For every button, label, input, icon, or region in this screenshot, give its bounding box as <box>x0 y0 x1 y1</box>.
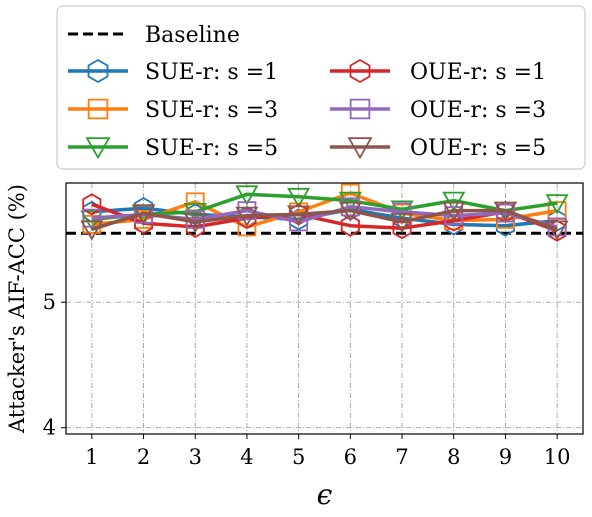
data-point <box>444 206 464 226</box>
legend-label: OUE-r: s =5 <box>410 136 546 161</box>
x-tick-label: 3 <box>189 445 202 469</box>
legend-marker <box>87 58 109 84</box>
legend-box <box>56 5 586 170</box>
x-tick-label: 4 <box>240 445 253 469</box>
data-point <box>80 220 104 241</box>
data-point <box>80 210 104 231</box>
legend-marker <box>349 58 371 84</box>
x-tick-label: 6 <box>344 445 357 469</box>
x-tick-label: 2 <box>137 445 150 469</box>
legend-marker <box>87 98 109 120</box>
legend-label: Baseline <box>145 23 240 48</box>
legend-entry-4: OUE-r: s =3 <box>330 98 546 123</box>
legend-marker <box>347 137 373 160</box>
legend-entry-1: SUE-r: s =3 <box>68 98 278 123</box>
x-axis-ticks: 1 2 3 4 5 6 7 8 9 10 <box>85 434 571 469</box>
data-point <box>82 208 102 228</box>
x-tick-label: 7 <box>395 445 408 469</box>
x-tick-label: 5 <box>292 445 305 469</box>
data-point <box>545 194 569 215</box>
x-axis-label: ϵ <box>317 478 333 511</box>
legend-marker <box>349 98 371 120</box>
data-point <box>82 193 102 216</box>
data-point <box>392 217 412 240</box>
data-point <box>442 191 466 212</box>
data-point <box>132 204 156 225</box>
data-point <box>183 202 207 224</box>
data-point <box>338 191 362 212</box>
y-tick-label: 5 <box>43 290 56 314</box>
data-point <box>545 220 569 241</box>
series-line <box>91 208 558 232</box>
series-line <box>91 192 558 222</box>
data-point <box>235 185 259 206</box>
data-point <box>287 187 311 209</box>
data-point <box>340 214 360 237</box>
x-tick-label: 8 <box>447 445 460 469</box>
legend-entry-0: SUE-r: s =1 <box>68 58 278 85</box>
plot-frame <box>65 182 584 435</box>
legend: Baseline SUE-r: s =1 SUE-r: s =3 SUE-r: s =… <box>56 5 586 170</box>
legend-entry-3: OUE-r: s =1 <box>330 58 546 85</box>
series-5 <box>80 201 569 241</box>
data-point <box>183 212 207 234</box>
series-layer <box>80 183 569 242</box>
legend-label: OUE-r: s =1 <box>410 60 546 85</box>
data-point <box>493 201 518 222</box>
data-point <box>390 212 414 234</box>
x-tick-label: 9 <box>499 445 512 469</box>
legend-entry-baseline: Baseline <box>68 23 240 48</box>
legend-label: SUE-r: s =3 <box>145 98 278 123</box>
legend-entry-2: SUE-r: s =5 <box>68 136 278 161</box>
y-axis-label: Attacker's AIF-ACC (%) <box>5 184 29 434</box>
series-line <box>91 191 558 229</box>
x-tick-label: 10 <box>544 445 571 469</box>
legend-entry-5: OUE-r: s =5 <box>330 136 546 161</box>
data-point <box>442 201 466 222</box>
legend-marker <box>85 137 111 160</box>
legend-label: OUE-r: s =3 <box>410 98 546 123</box>
series-line <box>91 202 558 233</box>
y-tick-label: 4 <box>43 416 56 440</box>
data-point <box>338 201 362 222</box>
legend-label: SUE-r: s =1 <box>145 60 278 85</box>
legend-label: SUE-r: s =5 <box>145 136 278 161</box>
data-point <box>235 206 259 227</box>
data-point <box>287 205 311 226</box>
x-tick-label: 1 <box>85 445 98 469</box>
y-axis-ticks: 45 <box>43 290 66 440</box>
